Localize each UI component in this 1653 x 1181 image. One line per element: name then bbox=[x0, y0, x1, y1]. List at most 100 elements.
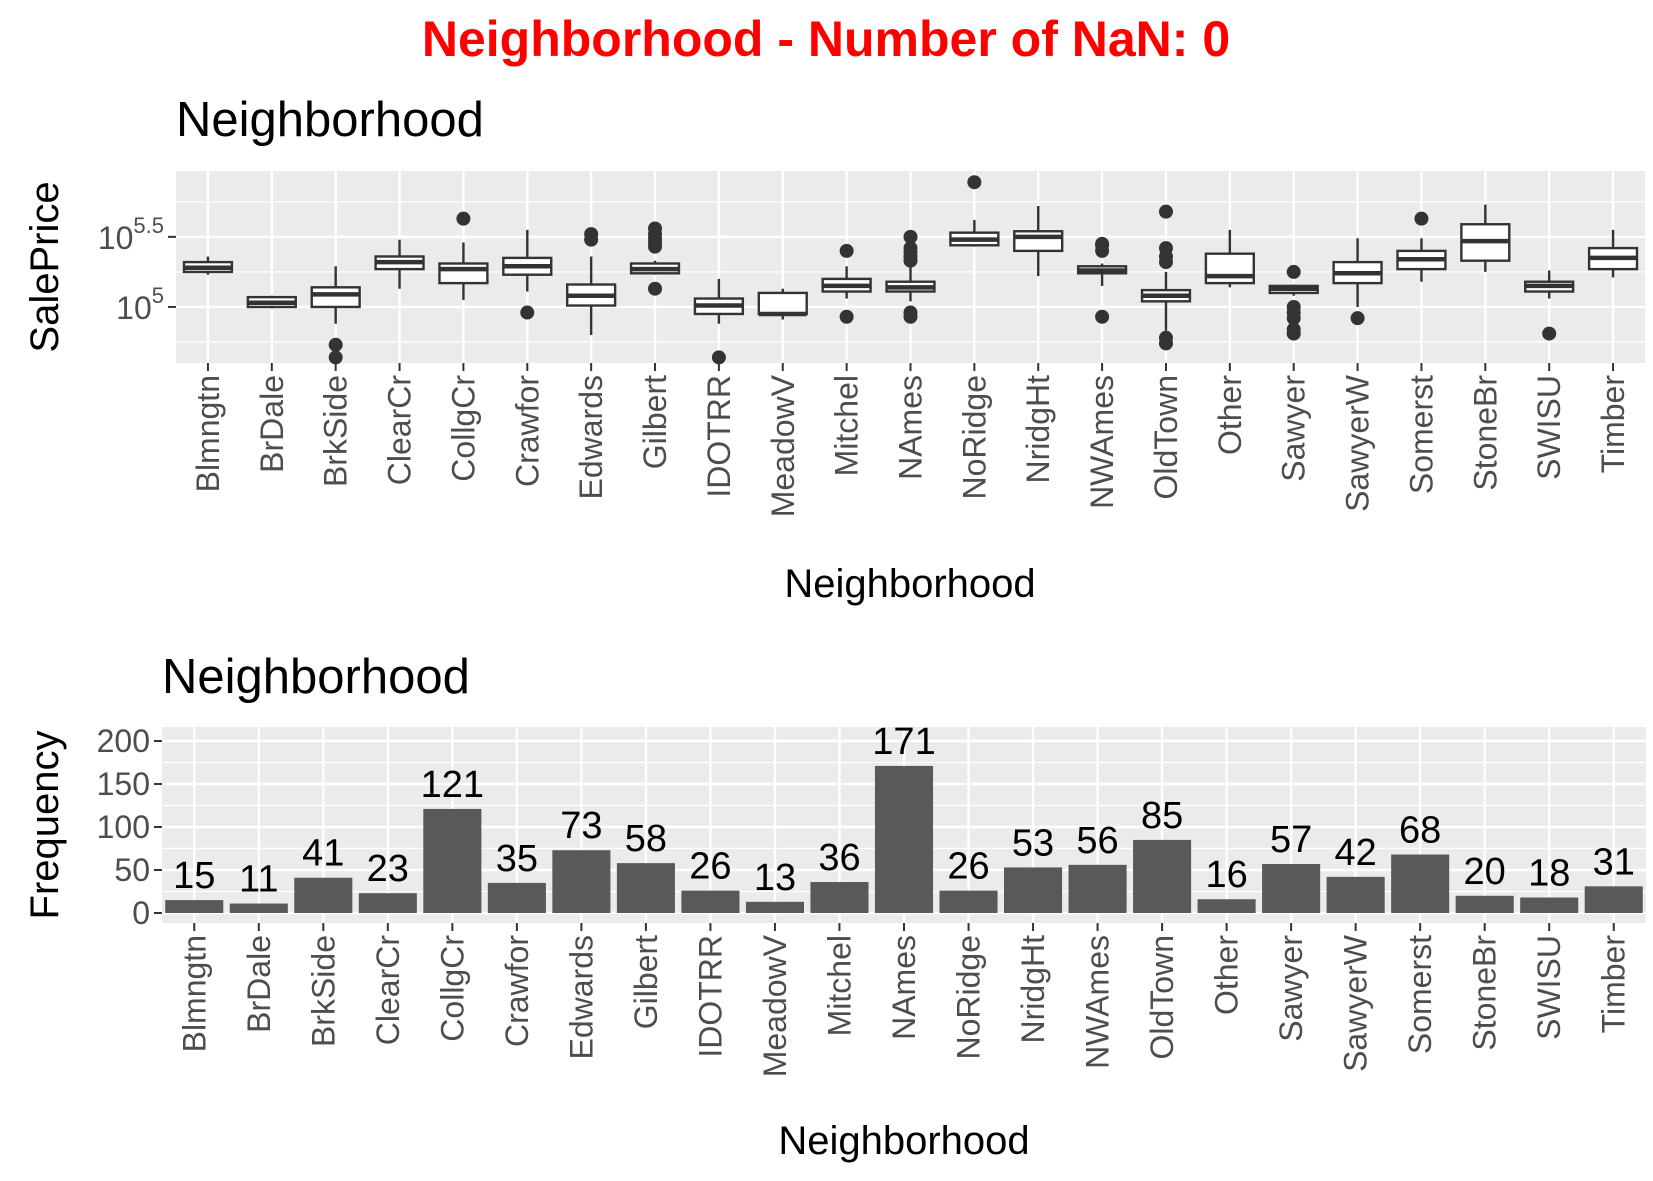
x-tick-label: NWAmes bbox=[1080, 935, 1116, 1069]
outlier-point bbox=[839, 309, 854, 324]
box-BrDale bbox=[246, 295, 297, 309]
outlier-point bbox=[1095, 309, 1110, 324]
bar-chart: Neighborhood 15 11 41 23 121 35 73 58 26 13 36 171 2… bbox=[23, 650, 1646, 1163]
data-label: 56 bbox=[1076, 820, 1118, 862]
bar-Blmngtn bbox=[165, 900, 224, 913]
x-tick-label: NridgHt bbox=[1015, 935, 1051, 1044]
x-tick-label: Timber bbox=[1595, 375, 1631, 474]
bar-chart-data-labels: 15 11 41 23 121 35 73 58 26 13 36 171 26 53 56 85 16 57 42… bbox=[173, 721, 1635, 901]
outlier-point bbox=[1286, 311, 1301, 326]
x-tick-label: Mitchel bbox=[829, 375, 865, 476]
x-tick-label: SawyerW bbox=[1338, 934, 1374, 1072]
box-iqr bbox=[438, 262, 489, 285]
x-tick-label: CollgCr bbox=[434, 935, 470, 1042]
x-tick-label: BrDale bbox=[254, 375, 290, 473]
x-tick-label: Other bbox=[1212, 375, 1248, 455]
outlier-point bbox=[1158, 204, 1173, 219]
outlier-point bbox=[967, 175, 982, 190]
box-NWAmes bbox=[1076, 236, 1128, 324]
main-title: Neighborhood - Number of NaN: 0 bbox=[422, 11, 1230, 67]
data-label: 16 bbox=[1205, 854, 1247, 896]
y-tick-label: 0 bbox=[132, 895, 150, 931]
outlier-point bbox=[1286, 264, 1301, 279]
outlier-point bbox=[1286, 326, 1301, 341]
boxplot-y-axis-title: SalePrice bbox=[23, 181, 67, 352]
boxplot-x-axis: Blmngtn BrDale BrkSide ClearCr CollgCr Crawfo… bbox=[190, 363, 1631, 517]
box-iqr bbox=[1204, 252, 1255, 285]
x-tick-label: Sawyer bbox=[1273, 935, 1309, 1042]
box-Sawyer bbox=[1268, 264, 1319, 341]
x-tick-label: SawyerW bbox=[1340, 374, 1376, 512]
data-label: 20 bbox=[1464, 851, 1506, 893]
bar-BrDale bbox=[229, 903, 288, 913]
x-tick-label: SWISU bbox=[1531, 375, 1567, 480]
data-label: 18 bbox=[1528, 853, 1570, 895]
bar-StoneBr bbox=[1455, 895, 1514, 913]
bar-chart-x-axis: Blmngtn BrDale BrkSide ClearCr CollgCr Crawfo… bbox=[176, 923, 1632, 1077]
bar-CollgCr bbox=[423, 808, 482, 913]
x-tick-label: BrkSide bbox=[318, 375, 354, 487]
x-tick-label: CollgCr bbox=[445, 375, 481, 482]
data-label: 13 bbox=[754, 857, 796, 899]
x-tick-label: BrDale bbox=[241, 935, 277, 1033]
data-label: 58 bbox=[625, 818, 667, 860]
bar-NoRidge bbox=[939, 890, 998, 913]
x-tick-label: IDOTRR bbox=[701, 375, 737, 498]
bar-chart-y-axis-title: Frequency bbox=[23, 731, 67, 920]
outlier-point bbox=[903, 309, 918, 324]
x-tick-label: Gilbert bbox=[628, 935, 664, 1029]
outlier-point bbox=[1095, 236, 1110, 251]
box-Gilbert bbox=[629, 221, 681, 296]
box-ClearCr bbox=[374, 239, 425, 289]
bar-chart-y-axis: 0 50 100 150 200 bbox=[97, 723, 162, 931]
box-iqr bbox=[1013, 230, 1064, 253]
bar-ClearCr bbox=[358, 893, 417, 913]
y-tick-label: 100 bbox=[97, 809, 150, 845]
box-SawyerW bbox=[1332, 238, 1383, 326]
data-label: 31 bbox=[1593, 841, 1635, 883]
data-label: 23 bbox=[367, 848, 409, 890]
bar-BrkSide bbox=[294, 877, 353, 913]
data-label: 26 bbox=[689, 846, 731, 888]
outlier-point bbox=[711, 350, 726, 365]
data-label: 35 bbox=[496, 838, 538, 880]
outlier-point bbox=[648, 221, 663, 236]
box-Blmngtn bbox=[182, 256, 234, 275]
x-tick-label: ClearCr bbox=[382, 375, 418, 486]
bar-NWAmes bbox=[1068, 864, 1127, 913]
boxplot-y-axis: 105 105.5 bbox=[98, 213, 176, 326]
box-Edwards bbox=[566, 227, 617, 335]
outlier-point bbox=[520, 305, 535, 320]
x-tick-label: Blmngtn bbox=[176, 935, 212, 1052]
x-tick-label: MeadowV bbox=[765, 374, 801, 517]
y-tick-label: 150 bbox=[97, 766, 150, 802]
x-tick-label: NoRidge bbox=[951, 935, 987, 1060]
x-tick-label: Somerst bbox=[1403, 375, 1439, 494]
box-NAmes bbox=[885, 229, 936, 324]
bar-SWISU bbox=[1520, 897, 1579, 913]
box-Other bbox=[1204, 229, 1255, 288]
data-label: 11 bbox=[239, 859, 278, 901]
data-label: 57 bbox=[1270, 819, 1312, 861]
bar-Other bbox=[1197, 899, 1256, 913]
bar-NridgHt bbox=[1004, 867, 1063, 913]
data-label: 68 bbox=[1399, 810, 1441, 852]
x-tick-label: Crawfor bbox=[499, 935, 535, 1047]
bar-Gilbert bbox=[616, 863, 675, 913]
x-tick-label: StoneBr bbox=[1467, 375, 1503, 491]
outlier-point bbox=[1350, 311, 1365, 326]
box-Mitchel bbox=[821, 243, 872, 324]
bar-chart-title: Neighborhood bbox=[162, 650, 470, 704]
x-tick-label: OldTown bbox=[1144, 935, 1180, 1060]
x-tick-label: NAmes bbox=[886, 935, 922, 1040]
outlier-point bbox=[903, 229, 918, 244]
x-tick-label: NoRidge bbox=[956, 375, 992, 500]
box-StoneBr bbox=[1460, 204, 1511, 272]
data-label: 53 bbox=[1012, 822, 1054, 864]
data-label: 171 bbox=[872, 721, 935, 763]
data-label: 121 bbox=[421, 764, 484, 806]
bar-Mitchel bbox=[810, 882, 869, 913]
bar-IDOTRR bbox=[681, 890, 740, 913]
data-label: 36 bbox=[818, 837, 860, 879]
x-tick-label: Somerst bbox=[1402, 935, 1438, 1054]
